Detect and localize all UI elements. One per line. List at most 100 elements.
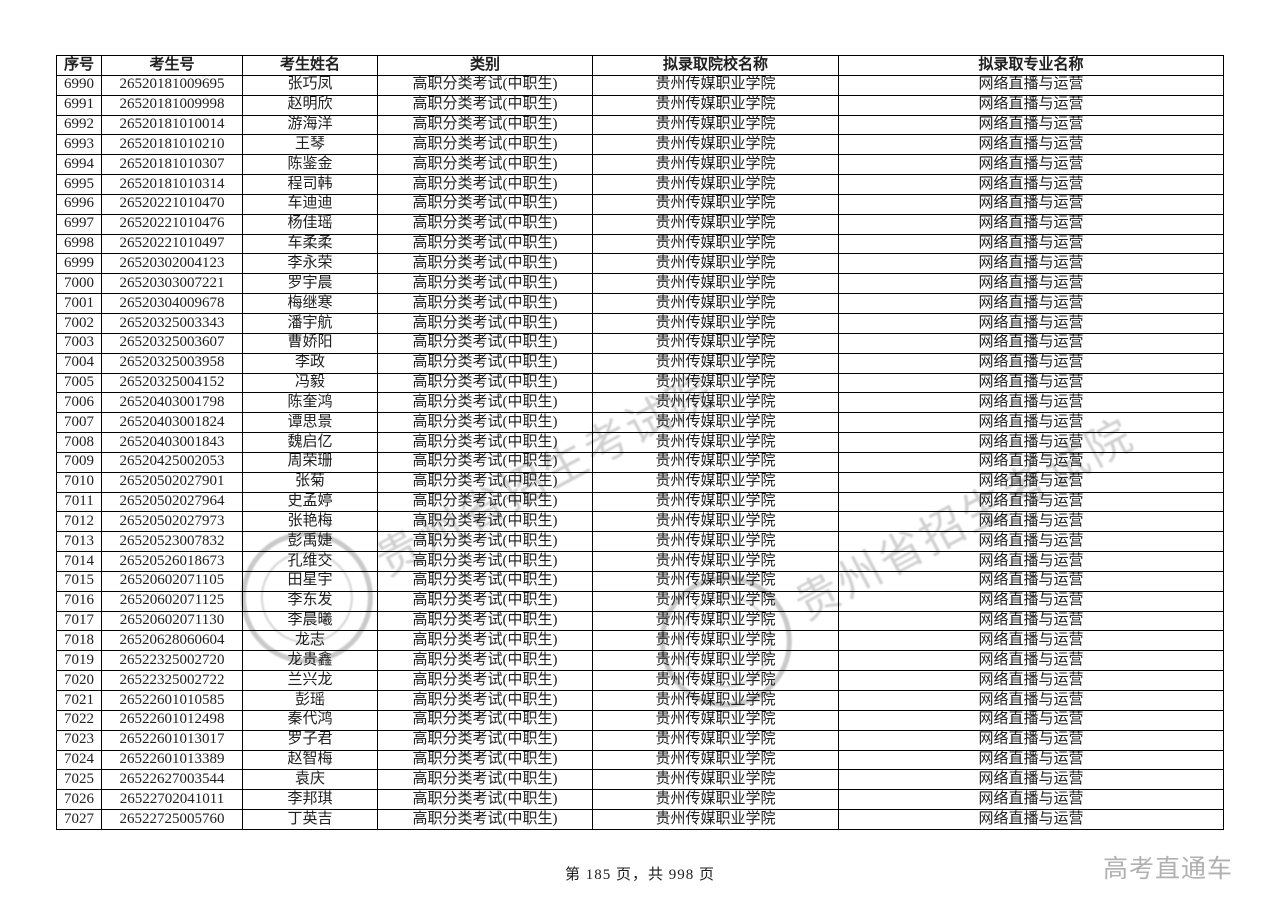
cell-major: 网络直播与运营	[838, 670, 1224, 691]
cell-major: 网络直播与运营	[838, 590, 1224, 612]
cell-major: 网络直播与运营	[838, 570, 1224, 592]
cell-serial: 6991	[56, 94, 102, 116]
cell-major: 网络直播与运营	[838, 332, 1224, 354]
cell-major: 网络直播与运营	[838, 729, 1224, 751]
page-indicator: 第 185 页，共 998 页	[564, 867, 715, 883]
cell-candidate-name: 罗宇晨	[242, 273, 378, 295]
cell-category: 高职分类考试(中职生)	[377, 690, 593, 711]
cell-candidate-no: 26520302004123	[101, 253, 243, 275]
cell-candidate-name: 李永荣	[242, 253, 378, 275]
cell-candidate-name: 陈鉴金	[242, 154, 378, 176]
cell-serial: 6999	[56, 253, 102, 275]
cell-candidate-no: 26520325003607	[101, 332, 243, 354]
cell-candidate-name: 梅继寒	[242, 293, 378, 314]
cell-major: 网络直播与运营	[838, 690, 1224, 711]
table-row: 7007 26520403001824 谭思景 高职分类考试(中职生) 贵州传媒职业学院…	[56, 412, 1224, 434]
table-row: 7004 26520325003958 李政 高职分类考试(中职生) 贵州传媒职业学院网…	[56, 352, 1224, 374]
table-row: 6994 26520181010307 陈鉴金 高职分类考试(中职生) 贵州传媒职业学院…	[56, 154, 1224, 176]
cell-serial: 7002	[56, 312, 102, 334]
cell-candidate-no: 26520221010497	[101, 233, 243, 255]
cell-category: 高职分类考试(中职生)	[377, 372, 593, 394]
cell-major: 网络直播与运营	[838, 154, 1224, 176]
cell-college: 贵州传媒职业学院	[592, 233, 839, 255]
cell-candidate-no: 26520526018673	[101, 551, 243, 572]
cell-college: 贵州传媒职业学院	[592, 610, 839, 632]
cell-major: 网络直播与运营	[838, 451, 1224, 473]
cell-candidate-no: 26520181010014	[101, 114, 243, 136]
cell-candidate-name: 曹娇阳	[242, 332, 378, 354]
cell-serial: 7003	[56, 332, 102, 354]
cell-serial: 6994	[56, 154, 102, 176]
cell-category: 高职分类考试(中职生)	[377, 273, 593, 295]
table-row: 7009 26520425002053 周荣珊 高职分类考试(中职生) 贵州传媒职业学院…	[56, 451, 1224, 473]
cell-category: 高职分类考试(中职生)	[377, 233, 593, 255]
cell-candidate-name: 李邦琪	[242, 789, 378, 811]
header-row: 序号 考生号 考生姓名 类别 拟录取院校名称 拟录取专业名称	[56, 55, 1224, 76]
table-row: 6993 26520181010210 王琴 高职分类考试(中职生) 贵州传媒职业学院网…	[56, 134, 1224, 156]
table-row: 7024 26522601013389 赵智梅 高职分类考试(中职生) 贵州传媒职业学院…	[56, 749, 1224, 771]
cell-category: 高职分类考试(中职生)	[377, 94, 593, 116]
cell-major: 网络直播与运营	[838, 511, 1224, 533]
cell-major: 网络直播与运营	[838, 253, 1224, 275]
cell-college: 贵州传媒职业学院	[592, 690, 839, 711]
cell-college: 贵州传媒职业学院	[592, 213, 839, 235]
cell-category: 高职分类考试(中职生)	[377, 630, 593, 652]
cell-serial: 7027	[56, 809, 102, 830]
cell-major: 网络直播与运营	[838, 352, 1224, 374]
cell-college: 贵州传媒职业学院	[592, 134, 839, 156]
admission-records-table: 序号 考生号 考生姓名 类别 拟录取院校名称 拟录取专业名称 6990 26520…	[56, 55, 1224, 830]
cell-serial: 7015	[56, 570, 102, 592]
cell-major: 网络直播与运营	[838, 372, 1224, 394]
cell-candidate-name: 龙贵鑫	[242, 650, 378, 672]
cell-college: 贵州传媒职业学院	[592, 293, 839, 314]
cell-category: 高职分类考试(中职生)	[377, 809, 593, 830]
cell-candidate-no: 26522601013017	[101, 729, 243, 751]
table-row: 7026 26522702041011 李邦琪 高职分类考试(中职生) 贵州传媒职业学院…	[56, 789, 1224, 811]
cell-candidate-name: 冯毅	[242, 372, 378, 394]
cell-serial: 7025	[56, 769, 102, 791]
cell-serial: 7011	[56, 491, 102, 513]
cell-college: 贵州传媒职业学院	[592, 253, 839, 275]
cell-candidate-name: 张巧凤	[242, 74, 378, 96]
cell-candidate-no: 26520325003343	[101, 312, 243, 334]
cell-candidate-name: 车迪迪	[242, 193, 378, 215]
cell-candidate-name: 赵明欣	[242, 94, 378, 116]
table-row: 7027 26522725005760 丁英吉 高职分类考试(中职生) 贵州传媒职业学院…	[56, 809, 1224, 830]
cell-candidate-name: 游海洋	[242, 114, 378, 136]
brand-watermark: 高考直通车	[1102, 855, 1233, 883]
cell-category: 高职分类考试(中职生)	[377, 650, 593, 672]
cell-serial: 7021	[56, 690, 102, 711]
cell-major: 网络直播与运营	[838, 412, 1224, 434]
table-row: 7000 26520303007221 罗宇晨 高职分类考试(中职生) 贵州传媒职业学院…	[56, 273, 1224, 295]
cell-candidate-name: 彭瑶	[242, 690, 378, 711]
cell-serial: 6998	[56, 233, 102, 255]
cell-major: 网络直播与运营	[838, 273, 1224, 295]
cell-candidate-no: 26520303007221	[101, 273, 243, 295]
cell-category: 高职分类考试(中职生)	[377, 570, 593, 592]
cell-candidate-no: 26520403001798	[101, 392, 243, 414]
cell-major: 网络直播与运营	[838, 491, 1224, 513]
cell-serial: 7004	[56, 352, 102, 374]
cell-candidate-no: 26522325002720	[101, 650, 243, 672]
cell-serial: 7019	[56, 650, 102, 672]
cell-college: 贵州传媒职业学院	[592, 451, 839, 473]
cell-candidate-name: 彭禹婕	[242, 531, 378, 553]
cell-college: 贵州传媒职业学院	[592, 531, 839, 553]
table-row: 6998 26520221010497 车柔柔 高职分类考试(中职生) 贵州传媒职业学院…	[56, 233, 1224, 255]
cell-serial: 7016	[56, 590, 102, 612]
cell-candidate-no: 26520602071130	[101, 610, 243, 632]
table-row: 6995 26520181010314 程司韩 高职分类考试(中职生) 贵州传媒职业学院…	[56, 174, 1224, 195]
cell-candidate-name: 罗子君	[242, 729, 378, 751]
cell-college: 贵州传媒职业学院	[592, 491, 839, 513]
cell-major: 网络直播与运营	[838, 789, 1224, 811]
cell-candidate-no: 26520602071105	[101, 570, 243, 592]
cell-candidate-name: 陈奎鸿	[242, 392, 378, 414]
cell-candidate-name: 张艳梅	[242, 511, 378, 533]
cell-college: 贵州传媒职业学院	[592, 352, 839, 374]
cell-serial: 6993	[56, 134, 102, 156]
cell-candidate-no: 26522601013389	[101, 749, 243, 771]
cell-college: 贵州传媒职业学院	[592, 789, 839, 811]
cell-candidate-name: 杨佳瑶	[242, 213, 378, 235]
table-row: 7023 26522601013017 罗子君 高职分类考试(中职生) 贵州传媒职业学院…	[56, 729, 1224, 751]
cell-category: 高职分类考试(中职生)	[377, 293, 593, 314]
